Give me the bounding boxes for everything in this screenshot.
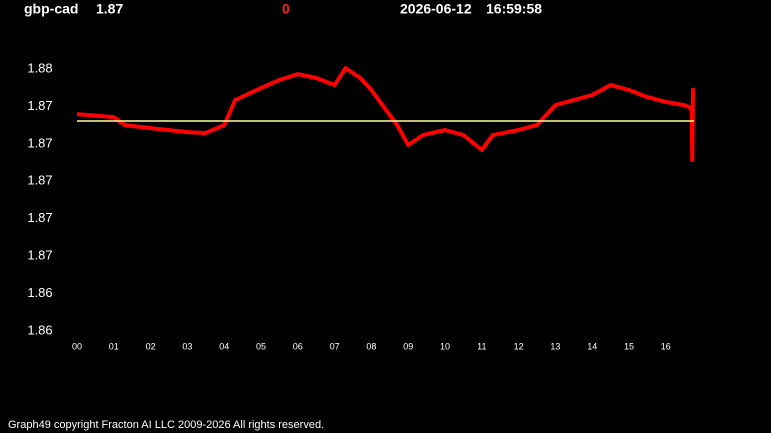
last-price: 1.87 bbox=[96, 1, 123, 17]
x-tick-label: 03 bbox=[182, 341, 192, 351]
price-line bbox=[76, 66, 695, 163]
x-tick-label: 02 bbox=[146, 341, 156, 351]
x-tick-label: 07 bbox=[330, 341, 340, 351]
x-tick-label: 12 bbox=[514, 341, 524, 351]
y-tick-label: 1.87 bbox=[27, 98, 52, 113]
x-tick-label: 09 bbox=[403, 341, 413, 351]
x-tick-label: 15 bbox=[624, 341, 634, 351]
y-tick-label: 1.87 bbox=[27, 135, 52, 150]
y-tick-label: 1.87 bbox=[27, 248, 52, 263]
x-tick-label: 05 bbox=[256, 341, 266, 351]
y-tick-label: 1.87 bbox=[27, 173, 52, 188]
x-tick-label: 14 bbox=[587, 341, 597, 351]
date: 2026-06-12 bbox=[400, 1, 472, 17]
x-tick-label: 01 bbox=[109, 341, 119, 351]
x-tick-label: 10 bbox=[440, 341, 450, 351]
x-tick-label: 11 bbox=[477, 341, 486, 351]
x-tick-label: 08 bbox=[366, 341, 376, 351]
y-tick-label: 1.87 bbox=[27, 210, 52, 225]
time: 16:59:58 bbox=[486, 1, 542, 17]
symbol: gbp-cad bbox=[24, 1, 78, 17]
x-tick-label: 00 bbox=[72, 341, 82, 351]
x-tick-label: 16 bbox=[661, 341, 671, 351]
change: 0 bbox=[282, 1, 290, 17]
y-tick-label: 1.86 bbox=[27, 322, 52, 337]
y-tick-label: 1.86 bbox=[27, 285, 52, 300]
x-tick-label: 04 bbox=[219, 341, 229, 351]
x-tick-label: 06 bbox=[293, 341, 303, 351]
x-tick-label: 13 bbox=[550, 341, 560, 351]
y-tick-label: 1.88 bbox=[27, 60, 52, 75]
footer: Graph49 copyright Fracton AI LLC 2009-20… bbox=[8, 419, 324, 431]
